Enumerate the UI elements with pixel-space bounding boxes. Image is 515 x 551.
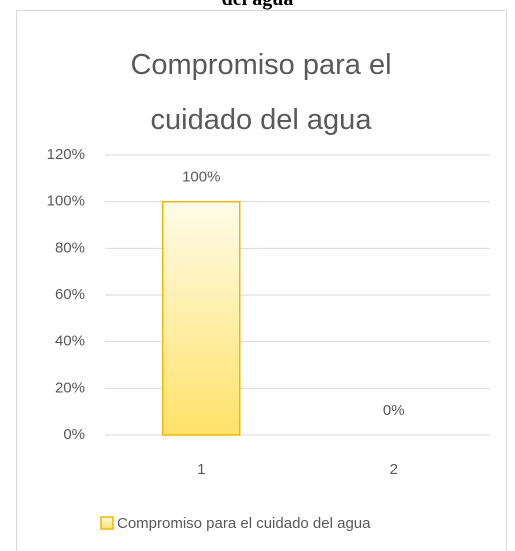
x-tick-label: 2 bbox=[390, 461, 398, 478]
y-tick-label: 40% bbox=[55, 333, 85, 350]
x-tick-label: 1 bbox=[197, 461, 205, 478]
header-text: del agua bbox=[0, 0, 515, 11]
data-label: 100% bbox=[182, 169, 220, 186]
y-tick-label: 80% bbox=[55, 239, 85, 256]
chart-frame bbox=[16, 10, 507, 551]
y-tick-label: 60% bbox=[55, 286, 85, 303]
y-tick-label: 20% bbox=[55, 379, 85, 396]
data-label: 0% bbox=[383, 402, 405, 419]
legend-swatch bbox=[100, 516, 114, 530]
y-tick-label: 120% bbox=[47, 146, 85, 163]
y-tick-label: 0% bbox=[63, 426, 85, 443]
bar bbox=[162, 200, 241, 436]
legend-label: Compromiso para el cuidado del agua bbox=[117, 515, 371, 532]
chart-title: Compromiso para el cuidado del agua bbox=[130, 49, 392, 136]
y-tick-label: 100% bbox=[47, 193, 85, 210]
